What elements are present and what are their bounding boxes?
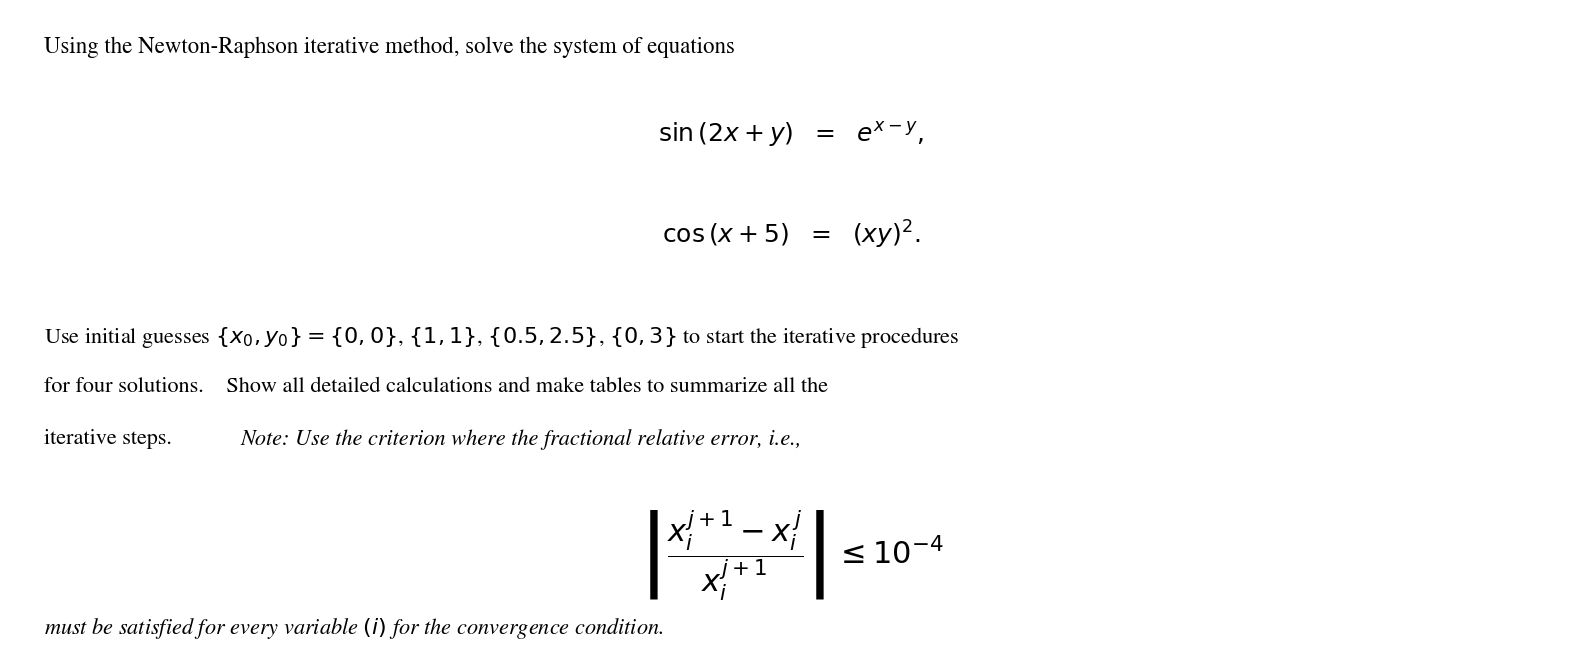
Text: Using the Newton-Raphson iterative method, solve the system of equations: Using the Newton-Raphson iterative metho… bbox=[44, 37, 736, 58]
Text: $\left|\dfrac{x_i^{j+1} - x_i^{\,j}}{x_i^{j+1}}\right| \leq 10^{-4}$: $\left|\dfrac{x_i^{j+1} - x_i^{\,j}}{x_i… bbox=[638, 508, 944, 602]
Text: $\mathrm{cos}\,(x + 5)\ \ =\ \ (xy)^2.$: $\mathrm{cos}\,(x + 5)\ \ =\ \ (xy)^2.$ bbox=[661, 219, 921, 251]
Text: for four solutions.    Show all detailed calculations and make tables to summari: for four solutions. Show all detailed ca… bbox=[44, 377, 829, 397]
Text: must be satisfied for every variable $(i)$ for the convergence condition.: must be satisfied for every variable $(i… bbox=[44, 616, 664, 641]
Text: Note: Use the criterion where the fractional relative error, i.e.,: Note: Use the criterion where the fracti… bbox=[240, 429, 802, 450]
Text: $\mathrm{sin}\,(2x + y)\ \ =\ \ e^{x-y},$: $\mathrm{sin}\,(2x + y)\ \ =\ \ e^{x-y},… bbox=[658, 120, 924, 149]
Text: Use initial guesses $\{x_0, y_0\} = \{0, 0\}$, $\{1, 1\}$, $\{0.5, 2.5\}$, $\{0,: Use initial guesses $\{x_0, y_0\} = \{0,… bbox=[44, 325, 960, 351]
Text: iterative steps.: iterative steps. bbox=[44, 429, 184, 449]
